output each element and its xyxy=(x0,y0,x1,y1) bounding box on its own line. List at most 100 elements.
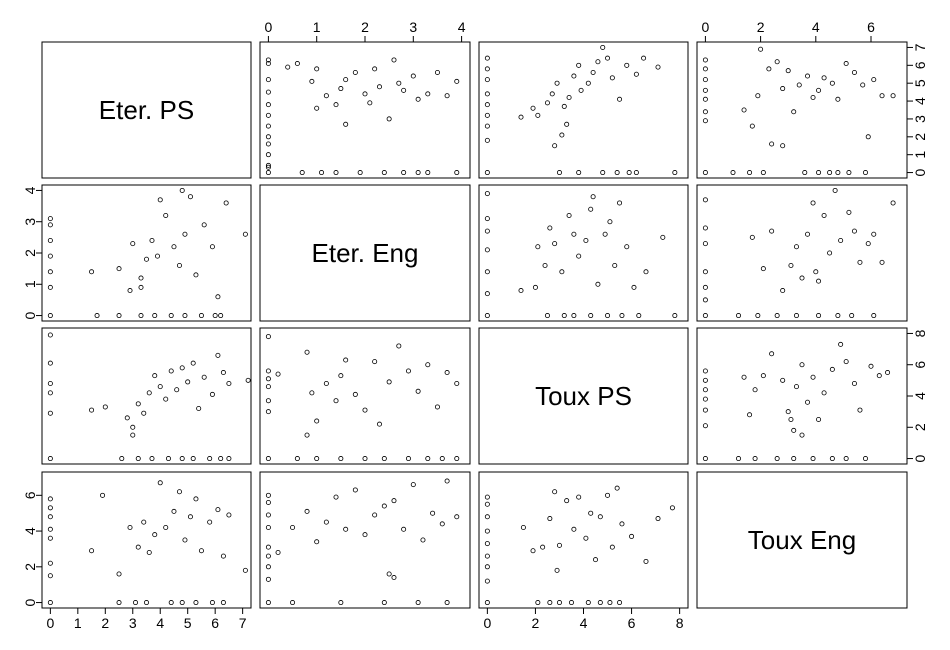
data-point-toux-ps-vs-toux-eng xyxy=(605,492,611,498)
data-point-toux-eng-vs-eter-ps xyxy=(702,96,708,102)
x-axis-tick-label-bottom: 4 xyxy=(580,615,588,631)
data-point-eter-eng-vs-eter-ps xyxy=(323,93,329,99)
data-point-eter-ps-vs-eter-eng xyxy=(47,253,53,259)
data-point-eter-ps-vs-toux-eng xyxy=(47,560,53,566)
data-point-toux-eng-vs-eter-ps xyxy=(843,61,849,67)
data-point-toux-ps-vs-toux-eng xyxy=(484,528,490,534)
data-point-eter-ps-vs-toux-eng xyxy=(116,571,122,577)
x-axis-tick-label-top: 0 xyxy=(265,19,273,35)
data-point-eter-eng-vs-toux-eng xyxy=(343,526,349,532)
data-point-toux-eng-vs-eter-eng xyxy=(851,228,857,234)
data-point-eter-ps-vs-eter-eng xyxy=(179,187,185,193)
data-point-toux-eng-vs-eter-eng xyxy=(702,313,708,319)
data-point-eter-eng-vs-toux-eng xyxy=(265,492,271,498)
panel-toux-eng-vs-toux-ps xyxy=(696,327,908,465)
data-point-eter-eng-vs-toux-ps xyxy=(304,432,310,438)
data-point-eter-eng-vs-eter-ps xyxy=(333,170,339,176)
data-point-toux-eng-vs-toux-ps xyxy=(829,366,835,372)
data-point-eter-eng-vs-toux-eng xyxy=(265,544,271,550)
data-point-toux-ps-vs-toux-eng xyxy=(556,600,562,606)
data-point-toux-ps-vs-eter-ps xyxy=(484,66,490,72)
data-point-toux-eng-vs-eter-ps xyxy=(821,75,827,81)
data-point-toux-eng-vs-eter-eng xyxy=(702,297,708,303)
data-point-eter-ps-vs-toux-ps xyxy=(174,387,180,393)
data-point-toux-ps-vs-toux-eng xyxy=(540,544,546,550)
data-point-toux-ps-vs-eter-ps xyxy=(561,103,567,109)
data-point-eter-eng-vs-toux-ps xyxy=(304,349,310,355)
y-axis-tick-label-left: 0 xyxy=(22,311,38,319)
diagonal-label-toux-eng: Toux Eng xyxy=(748,525,856,555)
data-point-toux-ps-vs-eter-eng xyxy=(571,313,577,319)
x-axis-tick-label-bottom: 1 xyxy=(74,615,82,631)
y-axis-tick-label-left: 2 xyxy=(22,249,38,257)
data-point-toux-eng-vs-eter-ps xyxy=(835,96,841,102)
data-point-toux-eng-vs-eter-ps xyxy=(702,57,708,63)
data-point-eter-eng-vs-toux-ps xyxy=(434,404,440,410)
data-point-toux-eng-vs-toux-ps xyxy=(785,409,791,415)
data-point-eter-eng-vs-toux-ps xyxy=(275,371,281,377)
data-point-toux-eng-vs-eter-ps xyxy=(879,93,885,99)
data-point-eter-ps-vs-toux-ps xyxy=(185,379,191,385)
data-point-toux-eng-vs-eter-ps xyxy=(755,93,761,99)
panel-eter-ps-vs-eter-ps xyxy=(41,41,252,179)
data-point-toux-ps-vs-eter-eng xyxy=(660,234,666,240)
data-point-eter-ps-vs-toux-ps xyxy=(135,456,141,462)
data-point-eter-ps-vs-toux-eng xyxy=(100,492,106,498)
y-axis-tick-label-right: 4 xyxy=(912,392,928,400)
x-axis-tick-label-bottom: 0 xyxy=(483,615,491,631)
data-point-eter-eng-vs-eter-ps xyxy=(367,100,373,106)
data-point-eter-ps-vs-eter-eng xyxy=(94,313,100,319)
data-point-eter-ps-vs-eter-eng xyxy=(209,244,215,250)
data-point-toux-ps-vs-eter-eng xyxy=(542,263,548,269)
data-point-eter-ps-vs-toux-eng xyxy=(168,600,174,606)
data-point-eter-ps-vs-eter-eng xyxy=(201,222,207,228)
data-point-toux-eng-vs-toux-ps xyxy=(702,387,708,393)
data-point-eter-ps-vs-toux-eng xyxy=(220,553,226,559)
data-point-eter-ps-vs-toux-eng xyxy=(133,600,139,606)
data-point-toux-eng-vs-eter-ps xyxy=(810,94,816,100)
y-axis-tick-label-right: 0 xyxy=(912,454,928,462)
data-point-eter-ps-vs-toux-ps xyxy=(89,407,95,413)
data-point-toux-eng-vs-eter-ps xyxy=(835,170,841,176)
y-axis-tick-label-left: 0 xyxy=(22,598,38,606)
data-point-toux-ps-vs-eter-ps xyxy=(484,137,490,143)
data-point-eter-eng-vs-eter-ps xyxy=(444,93,450,99)
x-axis-tick-label-bottom: 6 xyxy=(628,615,636,631)
data-point-toux-ps-vs-eter-eng xyxy=(583,237,589,243)
data-point-eter-ps-vs-toux-eng xyxy=(220,600,226,606)
data-point-eter-eng-vs-toux-ps xyxy=(343,357,349,363)
data-point-toux-ps-vs-eter-eng xyxy=(484,313,490,319)
data-point-eter-ps-vs-eter-eng xyxy=(47,284,53,290)
x-axis-tick-label-top: 6 xyxy=(867,19,875,35)
data-point-toux-eng-vs-eter-eng xyxy=(879,259,885,265)
data-point-eter-eng-vs-eter-ps xyxy=(434,69,440,75)
data-point-eter-eng-vs-eter-ps xyxy=(381,170,387,176)
data-point-toux-ps-vs-eter-eng xyxy=(607,219,613,225)
data-point-eter-eng-vs-toux-eng xyxy=(333,494,339,500)
data-point-toux-ps-vs-eter-eng xyxy=(561,313,567,319)
x-axis-tick-label-top: 4 xyxy=(458,19,466,35)
data-point-toux-ps-vs-toux-eng xyxy=(520,524,526,530)
data-point-toux-eng-vs-eter-eng xyxy=(871,313,877,319)
y-axis-tick-label-right: 2 xyxy=(912,133,928,141)
data-point-toux-eng-vs-toux-ps xyxy=(805,399,811,405)
data-point-eter-ps-vs-toux-eng xyxy=(47,505,53,511)
data-point-toux-eng-vs-eter-ps xyxy=(796,82,802,88)
data-point-toux-eng-vs-eter-ps xyxy=(702,77,708,83)
data-point-eter-eng-vs-toux-ps xyxy=(439,456,445,462)
data-point-eter-ps-vs-toux-ps xyxy=(179,456,185,462)
data-point-eter-eng-vs-toux-eng xyxy=(290,524,296,530)
data-point-eter-eng-vs-toux-eng xyxy=(290,600,296,606)
data-point-toux-ps-vs-eter-eng xyxy=(544,313,550,319)
data-point-eter-ps-vs-toux-ps xyxy=(190,360,196,366)
data-point-toux-ps-vs-eter-eng xyxy=(559,269,565,275)
panel-toux-ps-vs-toux-eng xyxy=(478,471,689,609)
data-point-eter-eng-vs-toux-ps xyxy=(352,391,358,397)
y-axis-tick-label-right: 8 xyxy=(912,329,928,337)
x-axis-tick-label-top: 0 xyxy=(702,19,710,35)
data-point-eter-ps-vs-toux-eng xyxy=(193,600,199,606)
data-point-eter-ps-vs-eter-eng xyxy=(116,313,122,319)
data-point-toux-eng-vs-eter-eng xyxy=(821,212,827,218)
y-axis-tick-label-right: 6 xyxy=(912,61,928,69)
data-point-eter-eng-vs-eter-ps xyxy=(265,152,271,158)
